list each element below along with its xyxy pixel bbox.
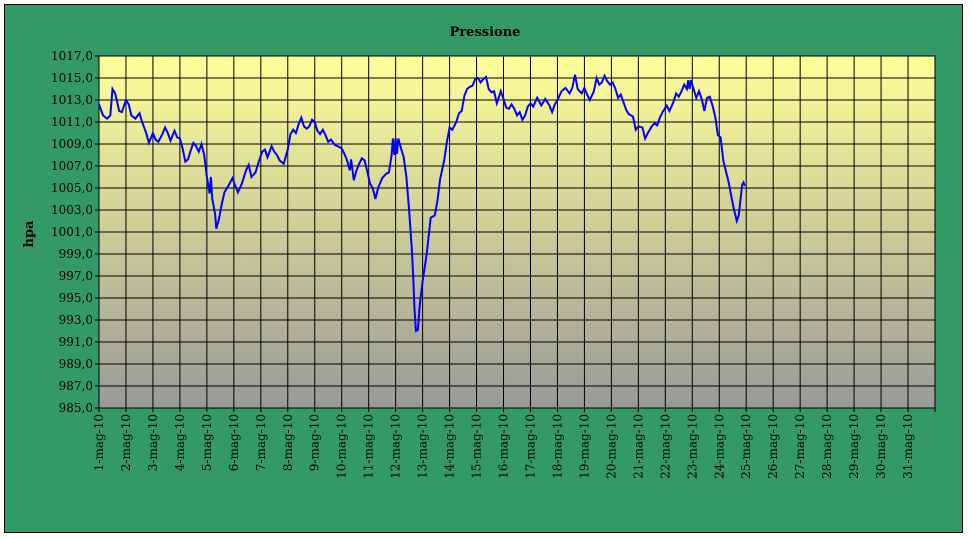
x-tick-label: 17-mag-10 — [523, 414, 537, 479]
x-tick-label: 20-mag-10 — [604, 414, 618, 479]
x-tick-label: 12-mag-10 — [389, 414, 403, 479]
y-tick-label: 989,0 — [59, 357, 93, 371]
y-tick-label: 997,0 — [59, 269, 93, 283]
y-tick-label: 999,0 — [59, 247, 93, 261]
x-tick-label: 7-mag-10 — [254, 414, 268, 471]
x-tick-label: 26-mag-10 — [766, 414, 780, 479]
x-tick-label: 25-mag-10 — [739, 414, 753, 479]
y-tick-label: 1003,0 — [51, 203, 93, 217]
x-tick-label: 23-mag-10 — [685, 414, 699, 479]
x-tick-label: 31-mag-10 — [901, 414, 915, 479]
y-tick-label: 1009,0 — [51, 137, 93, 151]
x-tick-label: 6-mag-10 — [227, 414, 241, 471]
pressure-series-line — [98, 73, 746, 333]
x-tick-label: 10-mag-10 — [335, 414, 349, 479]
x-axis-ticks: 1-mag-10 2-mag-10 3-mag-10 4-mag-10 5-mag-10… — [92, 414, 915, 479]
x-tick-label: 1-mag-10 — [92, 414, 106, 471]
y-tick-label: 987,0 — [59, 379, 93, 393]
x-tick-label: 18-mag-10 — [550, 414, 564, 479]
y-tick-label: 995,0 — [59, 291, 93, 305]
x-tick-label: 8-mag-10 — [281, 414, 295, 471]
x-tick-label: 3-mag-10 — [146, 414, 160, 471]
x-tick-label: 14-mag-10 — [443, 414, 457, 479]
y-axis-ticks: 985,0 987,0 989,0 991,0 993,0 995,0 997,0 999,0… — [51, 49, 99, 415]
x-tick-label: 9-mag-10 — [308, 414, 322, 471]
y-tick-label: 1011,0 — [51, 115, 93, 129]
y-tick-label: 1007,0 — [51, 159, 93, 173]
y-tick-label: 1017,0 — [51, 49, 93, 63]
chart-title: Pressione — [450, 25, 521, 40]
y-tick-label: 985,0 — [59, 401, 93, 415]
x-tick-label: 28-mag-10 — [820, 414, 834, 479]
x-tick-label: 21-mag-10 — [631, 414, 645, 479]
x-tick-label: 13-mag-10 — [416, 414, 430, 479]
x-tick-label: 5-mag-10 — [200, 414, 214, 471]
y-tick-label: 1015,0 — [51, 71, 93, 85]
grid-lines — [98, 55, 936, 412]
x-tick-label: 27-mag-10 — [793, 414, 807, 479]
x-tick-label: 2-mag-10 — [119, 414, 133, 471]
y-tick-label: 1001,0 — [51, 225, 93, 239]
x-tick-label: 16-mag-10 — [497, 414, 511, 479]
x-tick-label: 29-mag-10 — [847, 414, 861, 479]
x-tick-label: 11-mag-10 — [362, 414, 376, 479]
y-axis-label: hpa — [22, 220, 37, 248]
x-tick-label: 4-mag-10 — [173, 414, 187, 471]
y-tick-label: 1013,0 — [51, 93, 93, 107]
y-tick-label: 991,0 — [59, 335, 93, 349]
x-tick-label: 24-mag-10 — [712, 414, 726, 479]
x-tick-label: 19-mag-10 — [577, 414, 591, 479]
y-tick-label: 993,0 — [59, 313, 93, 327]
x-tick-label: 15-mag-10 — [470, 414, 484, 479]
x-tick-label: 22-mag-10 — [658, 414, 672, 479]
y-tick-label: 1005,0 — [51, 181, 93, 195]
x-tick-label: 30-mag-10 — [874, 414, 888, 479]
